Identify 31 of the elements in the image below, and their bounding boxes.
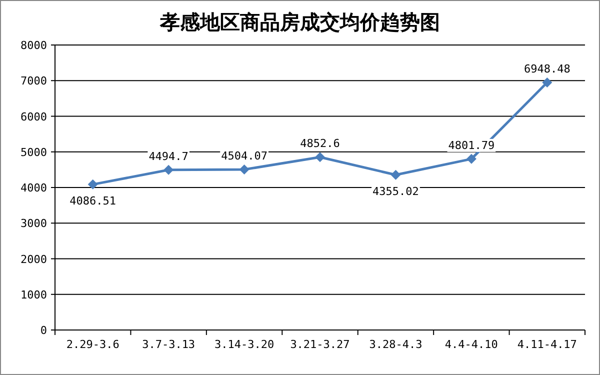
y-tick-label: 2000 [20, 252, 47, 266]
point [164, 164, 174, 175]
y-tick-label: 4000 [20, 182, 47, 194]
y-tick-label: 0 [40, 324, 47, 337]
y-tick-label: 1000 [20, 288, 47, 302]
y-tick-label: 5000 [20, 146, 47, 159]
point [390, 170, 401, 180]
chart-title: 孝感地区商品房成交均价趋势图 [159, 10, 440, 34]
data-label: 6948.48 [524, 62, 570, 76]
data-label: 4504.07 [221, 150, 268, 163]
y-tick-label: 3000 [20, 217, 47, 230]
x-tick-label: 4.11-4.17 [517, 338, 577, 351]
point [542, 77, 552, 88]
data-label: 4355.02 [372, 184, 419, 198]
x-tick-label: 3.21-3.27 [290, 338, 350, 351]
x-tick-label: 3.7-3.13 [142, 338, 196, 351]
data-label: 4086.51 [70, 194, 116, 208]
data-label: 4801.79 [448, 138, 495, 152]
x-tick-label: 2.29-3.6 [66, 338, 120, 351]
point [315, 152, 325, 162]
data-label: 4852.6 [300, 137, 340, 150]
point [239, 164, 250, 175]
point [466, 154, 476, 164]
point [88, 179, 98, 190]
y-tick-label: 7000 [20, 74, 47, 88]
data-label: 4494.7 [148, 150, 188, 163]
x-tick-label: 3.28-4.3 [369, 338, 422, 351]
x-tick-label: 4.4-4.10 [444, 338, 498, 351]
x-tick-label: 3.14-3.20 [214, 338, 274, 351]
y-tick-label: 8000 [20, 39, 47, 52]
y-tick-label: 6000 [20, 110, 47, 124]
